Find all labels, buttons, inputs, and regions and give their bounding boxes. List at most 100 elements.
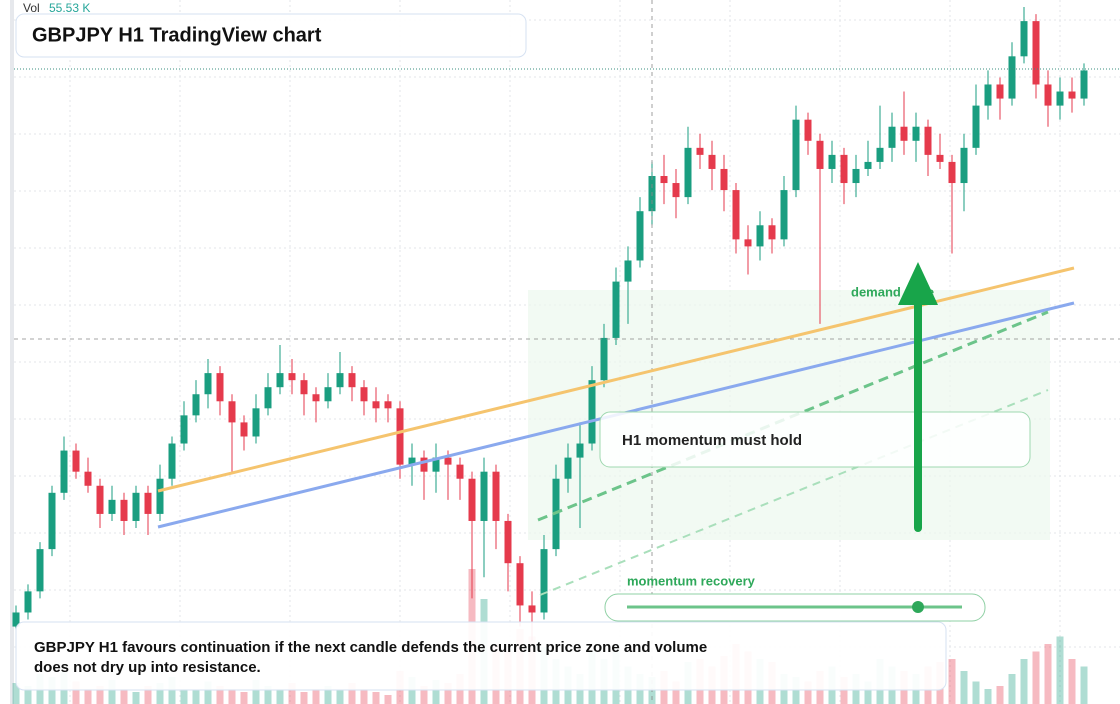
candle-body xyxy=(192,394,200,416)
caption-line: does not dry up into resistance. xyxy=(34,659,261,676)
candle-body xyxy=(636,211,644,261)
candle-layer xyxy=(12,7,1088,641)
candle-body xyxy=(132,492,140,521)
candle-body xyxy=(228,401,236,423)
volume-bar xyxy=(192,690,200,704)
candle-body xyxy=(576,443,584,458)
candle-body xyxy=(744,239,752,247)
candle-body xyxy=(876,147,884,162)
volume-bar xyxy=(1068,659,1076,704)
volume-bar xyxy=(96,686,104,704)
candle-body xyxy=(480,471,488,521)
candle-body xyxy=(972,105,980,148)
volume-bar xyxy=(12,683,20,704)
volume-bar xyxy=(372,692,380,704)
candle-body xyxy=(456,464,464,479)
candle-body xyxy=(1044,84,1052,106)
volume-bar xyxy=(432,680,440,704)
volume-bar xyxy=(276,689,284,704)
volume-bar xyxy=(24,686,32,704)
candle-body xyxy=(144,492,152,514)
candle-body xyxy=(432,457,440,472)
candle-body xyxy=(12,612,20,627)
arrow-head xyxy=(898,262,938,305)
volume-bar xyxy=(240,692,248,704)
volume-bar xyxy=(84,689,92,704)
candle-body xyxy=(780,190,788,240)
candle-body xyxy=(156,478,164,514)
candle-body xyxy=(36,549,44,592)
volume-bar xyxy=(1080,666,1088,704)
candle-body xyxy=(504,520,512,564)
volume-bar xyxy=(252,680,260,704)
candle-body xyxy=(252,408,260,437)
volume-bar xyxy=(204,681,212,704)
candle-body xyxy=(864,161,872,169)
candle-body xyxy=(840,154,848,184)
vol-value: 55.53 K xyxy=(49,1,90,15)
candle-body xyxy=(216,373,224,402)
candle-body xyxy=(696,147,704,155)
volume-bar xyxy=(156,683,164,704)
candle-body xyxy=(708,154,716,169)
candle-body xyxy=(588,380,596,444)
candle-body xyxy=(756,225,764,247)
candle-body xyxy=(240,422,248,437)
candle-body xyxy=(660,176,668,184)
volume-bar xyxy=(288,683,296,704)
candle-body xyxy=(336,373,344,388)
candle-body xyxy=(204,373,212,395)
candle-body xyxy=(684,147,692,198)
volume-bar xyxy=(996,686,1004,704)
candle-body xyxy=(624,260,632,282)
slider-knob xyxy=(912,601,924,613)
volume-bar xyxy=(804,681,812,704)
volume-bar xyxy=(132,692,140,704)
candle-body xyxy=(936,154,944,162)
candle-body xyxy=(372,401,380,409)
candle-body xyxy=(1080,70,1088,99)
candle-body xyxy=(120,499,128,521)
candle-body xyxy=(816,140,824,169)
volume-bar xyxy=(72,681,80,704)
volume-bar xyxy=(972,681,980,704)
candle-body xyxy=(24,591,32,613)
candle-body xyxy=(48,492,56,550)
candle-body xyxy=(84,471,92,486)
candle-body xyxy=(108,499,116,514)
candle-body xyxy=(888,126,896,148)
candle-body xyxy=(804,119,812,141)
candle-body xyxy=(564,457,572,479)
volume-bar xyxy=(1032,651,1040,704)
candle-body xyxy=(396,408,404,465)
candle-body xyxy=(288,373,296,381)
candle-body xyxy=(312,394,320,402)
volume-bar xyxy=(312,689,320,704)
volume-bar xyxy=(444,683,452,704)
candle-body xyxy=(324,387,332,402)
volume-bar xyxy=(864,681,872,704)
candle-body xyxy=(528,605,536,613)
candle-body xyxy=(612,281,620,338)
candle-body xyxy=(828,154,836,169)
candle-body xyxy=(600,337,608,381)
candle-body xyxy=(912,126,920,141)
candle-body xyxy=(1032,21,1040,85)
candle-body xyxy=(1068,91,1076,99)
trendline-faint xyxy=(539,389,1049,596)
volume-bar xyxy=(1020,659,1028,704)
volume-bar xyxy=(1044,644,1052,704)
volume-bar xyxy=(336,690,344,704)
candle-body xyxy=(300,380,308,395)
candle-body xyxy=(60,450,68,493)
hold-box xyxy=(599,411,1031,468)
candle-body xyxy=(384,401,392,409)
candle-body xyxy=(996,84,1004,99)
caption-box xyxy=(15,621,947,691)
candle-body xyxy=(984,84,992,106)
title-box xyxy=(15,13,527,58)
recovery-label: momentum recovery xyxy=(627,573,756,588)
volume-bar xyxy=(300,692,308,704)
volume-bar xyxy=(1056,636,1064,704)
